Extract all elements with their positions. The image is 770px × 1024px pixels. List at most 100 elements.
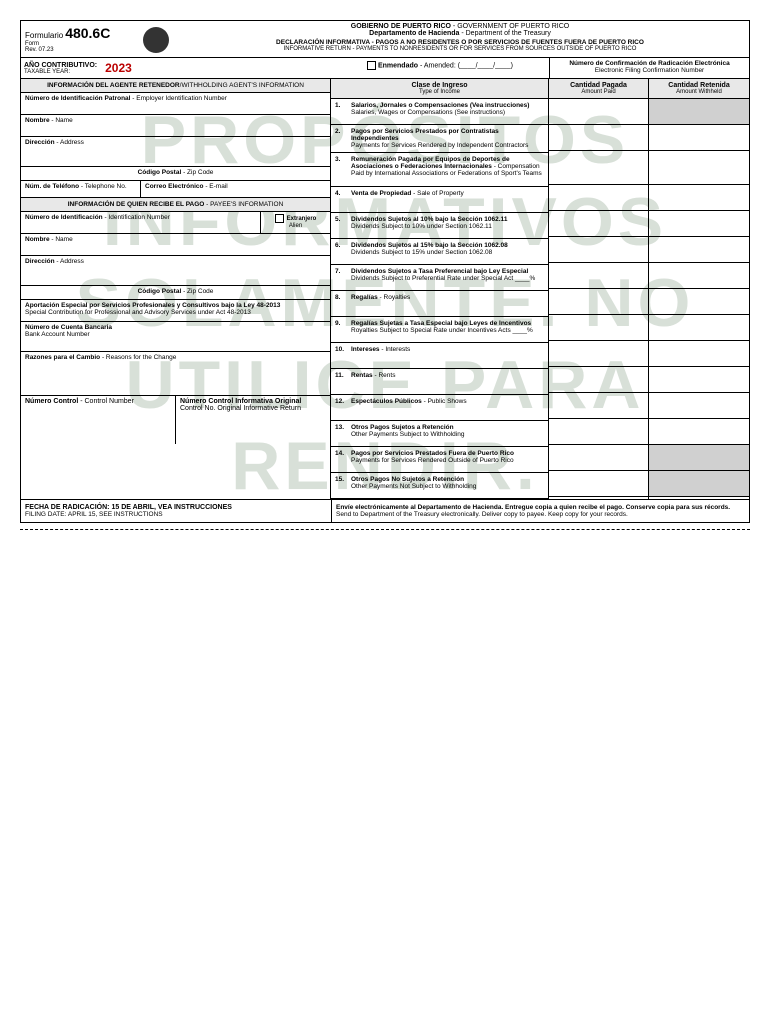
paid-cell-1[interactable] — [549, 99, 648, 125]
year-row: AÑO CONTRIBUTIVO: TAXABLE YEAR: 2023 Enm… — [21, 58, 749, 79]
withheld-cell-15[interactable] — [649, 471, 749, 497]
amended-es: Enmendado — [378, 62, 418, 69]
withheld-cell-13[interactable] — [649, 419, 749, 445]
withheld-cell-8[interactable] — [649, 289, 749, 315]
paid-cell-8[interactable] — [549, 289, 648, 315]
tax-year: 2023 — [105, 61, 132, 75]
filing-date-es: FECHA DE RADICACIÓN: 15 DE ABRIL, VEA IN… — [25, 504, 232, 511]
amended-en: - Amended: (____/____/____) — [418, 62, 513, 69]
income-row-9: 9.Regalías Sujetas a Tasa Especial bajo … — [331, 317, 548, 343]
agent-tel[interactable]: Núm. de Teléfono - Telephone No. — [21, 181, 141, 197]
agent-address[interactable]: Dirección - Address — [21, 137, 330, 167]
cut-line — [20, 529, 750, 530]
year-lbl-en: TAXABLE YEAR: — [24, 69, 97, 75]
income-row-8: 8.Regalías - Royalties — [331, 291, 548, 317]
withheld-cell-3[interactable] — [649, 151, 749, 185]
paid-cell-9[interactable] — [549, 315, 648, 341]
withheld-cell-5[interactable] — [649, 211, 749, 237]
income-row-12: 12.Espectáculos Públicos - Public Shows — [331, 395, 548, 421]
left-column: INFORMACIÓN DEL AGENTE RETENEDOR/WITHHOL… — [21, 79, 331, 499]
withheld-cell-2[interactable] — [649, 125, 749, 151]
paid-cell-5[interactable] — [549, 211, 648, 237]
withheld-cell-6[interactable] — [649, 237, 749, 263]
form-480-6c: Formulario 480.6C Form Rev. 07.23 GOBIER… — [20, 20, 750, 523]
income-row-3: 3.Remuneración Pagada por Equipos de Dep… — [331, 153, 548, 187]
rev: Rev. 07.23 — [25, 47, 137, 53]
dept-en: - Department of the Treasury — [459, 30, 550, 37]
paid-cell-10[interactable] — [549, 341, 648, 367]
year-lbl-es: AÑO CONTRIBUTIVO: — [24, 62, 97, 69]
withheld-cell-4[interactable] — [649, 185, 749, 211]
decl-es: DECLARACIÓN INFORMATIVA - PAGOS A NO RES… — [173, 39, 747, 46]
income-hdr: Clase de IngresoType of Income — [331, 79, 548, 99]
payee-address[interactable]: Dirección - Address — [21, 256, 330, 286]
agent-name[interactable]: Nombre - Name — [21, 115, 330, 137]
paid-hdr: Cantidad PagadaAmount Paid — [549, 79, 648, 99]
paid-cell-15[interactable] — [549, 471, 648, 497]
alien-checkbox[interactable] — [275, 214, 284, 223]
amended-checkbox[interactable] — [367, 61, 376, 70]
right-columns: Clase de IngresoType of Income 1.Salario… — [331, 79, 749, 499]
income-row-6: 6.Dividendos Sujetos al 15% bajo la Secc… — [331, 239, 548, 265]
paid-cell-2[interactable] — [549, 125, 648, 151]
income-col: Clase de IngresoType of Income 1.Salario… — [331, 79, 549, 499]
income-row-13: 13.Otros Pagos Sujetos a RetenciónOther … — [331, 421, 548, 447]
form-number: 480.6C — [65, 25, 110, 41]
send-es: Envíe electrónicamente al Departamento d… — [336, 504, 730, 511]
footer: FECHA DE RADICACIÓN: 15 DE ABRIL, VEA IN… — [21, 499, 749, 522]
agent-header: INFORMACIÓN DEL AGENTE RETENEDOR/WITHHOL… — [21, 79, 330, 93]
decl-en: INFORMATIVE RETURN - PAYMENTS TO NONRESI… — [173, 46, 747, 52]
gov-en: - GOVERNMENT OF PUERTO RICO — [451, 23, 569, 30]
agent-email[interactable]: Correo Electrónico - E-mail — [141, 181, 330, 197]
agent-ein[interactable]: Número de Identificación Patronal - Empl… — [21, 93, 330, 115]
payee-header: INFORMACIÓN DE QUIEN RECIBE EL PAGO - PA… — [21, 198, 330, 212]
control-orig[interactable]: Número Control Informativa OriginalContr… — [176, 396, 330, 444]
withheld-cell-10[interactable] — [649, 341, 749, 367]
income-row-4: 4.Venta de Propiedad - Sale of Property — [331, 187, 548, 213]
withheld-cell-14[interactable] — [649, 445, 749, 471]
gov-es: GOBIERNO DE PUERTO RICO — [351, 23, 451, 30]
income-row-7: 7.Dividendos Sujetos a Tasa Preferencial… — [331, 265, 548, 291]
withheld-cell-11[interactable] — [649, 367, 749, 393]
withheld-col: Cantidad RetenidaAmount Withheld — [649, 79, 749, 499]
formulario-label: Formulario — [25, 31, 63, 40]
withheld-cell-1[interactable] — [649, 99, 749, 125]
reasons-change[interactable]: Razones para el Cambio - Reasons for the… — [21, 352, 330, 396]
payee-name[interactable]: Nombre - Name — [21, 234, 330, 256]
paid-cell-11[interactable] — [549, 367, 648, 393]
payee-id[interactable]: Número de Identificación - Identificatio… — [21, 212, 260, 233]
conf-en: Electronic Filing Confirmation Number — [552, 67, 747, 74]
income-row-14: 14.Pagos por Servicios Prestados Fuera d… — [331, 447, 548, 473]
income-row-5: 5.Dividendos Sujetos al 10% bajo la Secc… — [331, 213, 548, 239]
conf-es: Número de Confirmación de Radicación Ele… — [552, 60, 747, 67]
alien-box: ExtranjeroAlien — [260, 212, 330, 233]
income-row-2: 2.Pagos por Servicios Prestados por Cont… — [331, 125, 548, 153]
income-row-1: 1.Salarios, Jornales o Compensaciones (V… — [331, 99, 548, 125]
withheld-cell-9[interactable] — [649, 315, 749, 341]
seal-icon — [143, 27, 169, 53]
paid-cell-14[interactable] — [549, 445, 648, 471]
paid-cell-4[interactable] — [549, 185, 648, 211]
income-row-11: 11.Rentas - Rents — [331, 369, 548, 395]
send-en: Send to Department of the Treasury elect… — [336, 511, 628, 518]
bank-account[interactable]: Número de Cuenta BancariaBank Account Nu… — [21, 322, 330, 352]
agent-zip[interactable]: Código Postal - Zip Code — [21, 167, 330, 181]
withheld-hdr: Cantidad RetenidaAmount Withheld — [649, 79, 749, 99]
withheld-cell-7[interactable] — [649, 263, 749, 289]
filing-date-en: FILING DATE: APRIL 15, SEE INSTRUCTIONS — [25, 511, 327, 518]
paid-cell-6[interactable] — [549, 237, 648, 263]
paid-cell-3[interactable] — [549, 151, 648, 185]
paid-cell-13[interactable] — [549, 419, 648, 445]
paid-cell-7[interactable] — [549, 263, 648, 289]
paid-col: Cantidad PagadaAmount Paid — [549, 79, 649, 499]
withheld-cell-12[interactable] — [649, 393, 749, 419]
dept-es: Departamento de Hacienda — [369, 30, 459, 37]
header: Formulario 480.6C Form Rev. 07.23 GOBIER… — [21, 21, 749, 58]
income-row-10: 10.Intereses - Interests — [331, 343, 548, 369]
special-contrib[interactable]: Aportación Especial por Servicios Profes… — [21, 300, 330, 322]
payee-zip[interactable]: Código Postal - Zip Code — [21, 286, 330, 300]
main: INFORMACIÓN DEL AGENTE RETENEDOR/WITHHOL… — [21, 79, 749, 499]
income-row-15: 15.Otros Pagos No Sujetos a RetenciónOth… — [331, 473, 548, 499]
paid-cell-12[interactable] — [549, 393, 648, 419]
control-number[interactable]: Número Control - Control Number — [21, 396, 176, 444]
